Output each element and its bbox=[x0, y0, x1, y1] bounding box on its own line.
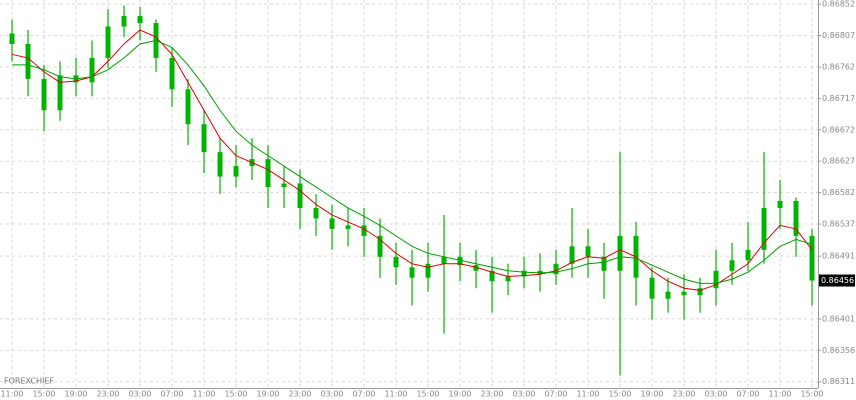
x-tick-label: 19:00 bbox=[448, 390, 471, 399]
candle-body bbox=[217, 152, 223, 177]
candle-body bbox=[697, 288, 703, 296]
y-tick-label: 0.86356 bbox=[822, 346, 855, 355]
candle-body bbox=[169, 57, 175, 90]
candle-body bbox=[521, 270, 527, 277]
y-tick-label: 0.86491 bbox=[822, 252, 855, 261]
candle-body bbox=[377, 235, 383, 257]
moving-average-line bbox=[12, 39, 813, 284]
candle-body bbox=[617, 235, 623, 271]
candle-body bbox=[409, 267, 415, 278]
x-tick-label: 03:00 bbox=[704, 390, 727, 399]
candle-body bbox=[505, 276, 511, 282]
y-tick-label: 0.86627 bbox=[822, 157, 855, 166]
x-tick-label: 15:00 bbox=[416, 390, 439, 399]
candle-body bbox=[473, 265, 479, 271]
x-tick-label: 15:00 bbox=[800, 390, 823, 399]
candle-body bbox=[361, 225, 367, 236]
watermark: FOREXCHIEF bbox=[4, 377, 54, 386]
x-tick-label: 19:00 bbox=[64, 390, 87, 399]
y-tick-label: 0.86311 bbox=[822, 377, 855, 386]
candle-body bbox=[233, 166, 239, 177]
candle-body bbox=[665, 291, 671, 299]
last-price-label: 0.86456 bbox=[821, 276, 854, 285]
x-tick-label: 11:00 bbox=[192, 390, 215, 399]
x-tick-label: 19:00 bbox=[640, 390, 663, 399]
candle-body bbox=[489, 270, 495, 282]
candle-body bbox=[393, 256, 399, 268]
candle-body bbox=[297, 183, 303, 208]
y-tick-label: 0.86762 bbox=[822, 62, 855, 71]
candle-body bbox=[761, 207, 767, 250]
candle-body bbox=[89, 57, 95, 83]
candle-body bbox=[585, 246, 591, 257]
x-tick-label: 23:00 bbox=[288, 390, 311, 399]
candle-body bbox=[745, 249, 751, 261]
moving-average-line bbox=[11, 29, 813, 291]
x-tick-label: 15:00 bbox=[608, 390, 631, 399]
candle-body bbox=[713, 270, 719, 289]
candle-body bbox=[281, 183, 287, 188]
y-tick-label: 0.86401 bbox=[822, 314, 855, 323]
candle-body bbox=[457, 256, 463, 266]
candle-body bbox=[345, 225, 351, 229]
y-tick-label: 0.86537 bbox=[822, 220, 855, 229]
x-tick-label: 23:00 bbox=[480, 390, 503, 399]
x-tick-label: 23:00 bbox=[672, 390, 695, 399]
y-tick-label: 0.86807 bbox=[822, 31, 855, 40]
candle-body bbox=[329, 218, 335, 229]
candle-body bbox=[793, 200, 799, 236]
candle-body bbox=[553, 263, 559, 275]
x-tick-label: 07:00 bbox=[544, 390, 567, 399]
candle-body bbox=[729, 260, 735, 271]
candle-body bbox=[185, 89, 191, 125]
x-tick-label: 07:00 bbox=[736, 390, 759, 399]
candle-body bbox=[121, 16, 127, 27]
x-tick-label: 11:00 bbox=[576, 390, 599, 399]
last-price-box bbox=[819, 274, 855, 287]
x-tick-label: 07:00 bbox=[352, 390, 375, 399]
candle-body bbox=[137, 16, 143, 24]
x-tick-label: 23:00 bbox=[96, 390, 119, 399]
x-tick-label: 03:00 bbox=[128, 390, 151, 399]
candle-body bbox=[313, 207, 319, 219]
candle-body bbox=[105, 26, 111, 58]
y-tick-label: 0.86582 bbox=[822, 188, 855, 197]
x-tick-label: 03:00 bbox=[320, 390, 343, 399]
y-tick-label: 0.86717 bbox=[822, 94, 855, 103]
candle-body bbox=[201, 124, 207, 153]
x-tick-label: 19:00 bbox=[256, 390, 279, 399]
candle-body bbox=[265, 159, 271, 188]
candle-body bbox=[681, 291, 687, 296]
x-tick-label: 15:00 bbox=[224, 390, 247, 399]
y-tick-label: 0.86672 bbox=[822, 125, 855, 134]
x-tick-label: 03:00 bbox=[512, 390, 535, 399]
candle-body bbox=[57, 75, 63, 111]
y-tick-label: 0.86852 bbox=[822, 0, 855, 9]
candle-body bbox=[649, 277, 655, 299]
marks bbox=[9, 5, 815, 376]
x-tick-label: 11:00 bbox=[768, 390, 791, 399]
x-tick-label: 07:00 bbox=[160, 390, 183, 399]
candle-body bbox=[777, 200, 783, 208]
candle-body bbox=[425, 263, 431, 278]
candle-body bbox=[441, 256, 447, 264]
candle-body bbox=[809, 235, 815, 281]
x-tick-label: 11:00 bbox=[0, 390, 23, 399]
candle-body bbox=[41, 78, 47, 111]
candle-body bbox=[25, 43, 31, 79]
x-tick-label: 15:00 bbox=[32, 390, 55, 399]
candle-body bbox=[9, 33, 15, 44]
candle-body bbox=[569, 246, 575, 264]
candle-body bbox=[601, 256, 607, 271]
x-tick-label: 11:00 bbox=[384, 390, 407, 399]
